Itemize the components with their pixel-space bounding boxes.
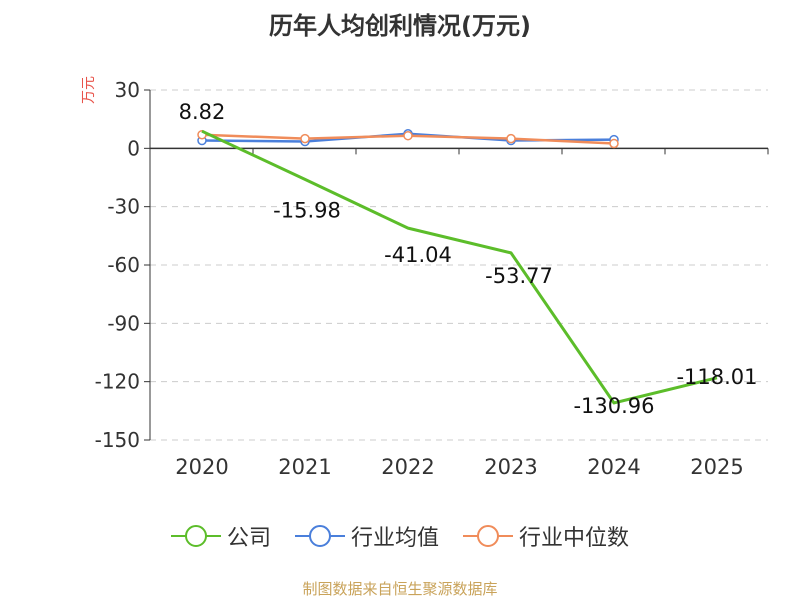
legend-item-industry-median[interactable]: 行业中位数 <box>463 520 629 552</box>
x-tick-label: 2023 <box>484 455 537 479</box>
legend-marker-industry-average <box>294 525 345 547</box>
legend-label-industry-average: 行业均值 <box>350 526 439 551</box>
x-tick-label: 2025 <box>690 455 743 479</box>
y-tick-label: -60 <box>107 253 140 277</box>
x-tick-label: 2021 <box>278 455 331 479</box>
data-point-2 <box>609 138 619 149</box>
y-tick-label: -120 <box>95 370 140 394</box>
y-tick-label: 30 <box>115 78 140 102</box>
legend-marker-industry-median <box>463 525 513 547</box>
y-tick-label: -150 <box>95 428 140 452</box>
data-label: -15.98 <box>273 198 341 222</box>
data-source-note: 制图数据来自恒生聚源数据库 <box>302 580 498 598</box>
data-label: -118.01 <box>676 365 757 389</box>
y-tick-label: -90 <box>107 311 140 335</box>
chart-title: 历年人均创利情况(万元) <box>269 12 531 40</box>
x-tick-label: 2022 <box>381 455 434 479</box>
data-label: 8.82 <box>179 100 226 124</box>
data-point-2 <box>506 133 516 144</box>
data-point-2 <box>403 130 413 141</box>
legend-label-company: 公司 <box>226 526 271 551</box>
x-tick-label: 2020 <box>175 455 228 479</box>
legend-label-industry-median: 行业中位数 <box>519 526 630 551</box>
data-label: -130.96 <box>573 394 654 418</box>
data-label: -53.77 <box>485 264 553 288</box>
legend: 公司 行业均值 行业中位数 <box>0 520 800 552</box>
legend-item-company[interactable]: 公司 <box>170 520 271 552</box>
legend-item-industry-average[interactable]: 行业均值 <box>294 520 439 552</box>
y-tick-label: -30 <box>107 195 140 219</box>
data-point-2 <box>300 133 310 144</box>
series-line-0 <box>201 129 718 405</box>
legend-marker-company <box>170 525 221 547</box>
data-label: -41.04 <box>384 243 452 267</box>
x-tick-label: 2024 <box>587 455 640 479</box>
y-tick-label: 0 <box>127 136 140 160</box>
